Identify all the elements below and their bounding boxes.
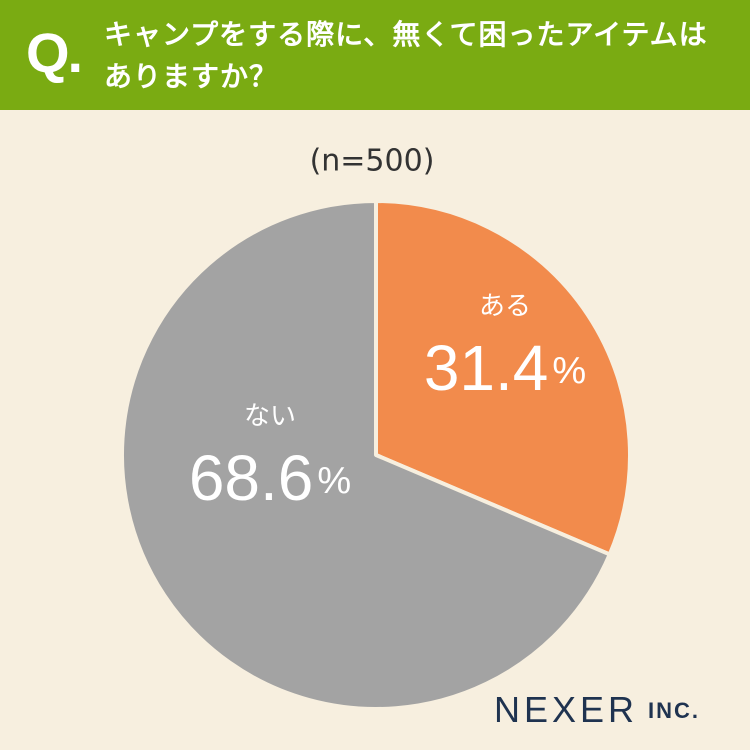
slice-label: ない — [244, 402, 296, 432]
value-label: 68.6% — [189, 442, 351, 514]
brand-name: NEXER — [494, 689, 638, 730]
pie: ある 31.4 % ない 68.6% — [120, 199, 632, 711]
chart: (n=500) ある 31.4 % ない 68.6% NEXER INC. — [120, 144, 700, 730]
subtitle: (n=500) — [310, 144, 435, 179]
header: Q. キャンプをする際に、無くて困ったアイテムはありますか？ — [0, 0, 750, 110]
brand-suffix: INC. — [648, 698, 700, 723]
question-mark: Q. — [26, 21, 83, 84]
title: キャンプをする際に、無くて困ったアイテムはありますか？ — [104, 18, 708, 93]
slice-label: ある — [479, 292, 531, 322]
brand: NEXER INC. — [494, 689, 700, 730]
pie-slice — [120, 199, 612, 711]
pie-slice — [374, 199, 632, 557]
value-label: 31.4% — [424, 332, 586, 404]
